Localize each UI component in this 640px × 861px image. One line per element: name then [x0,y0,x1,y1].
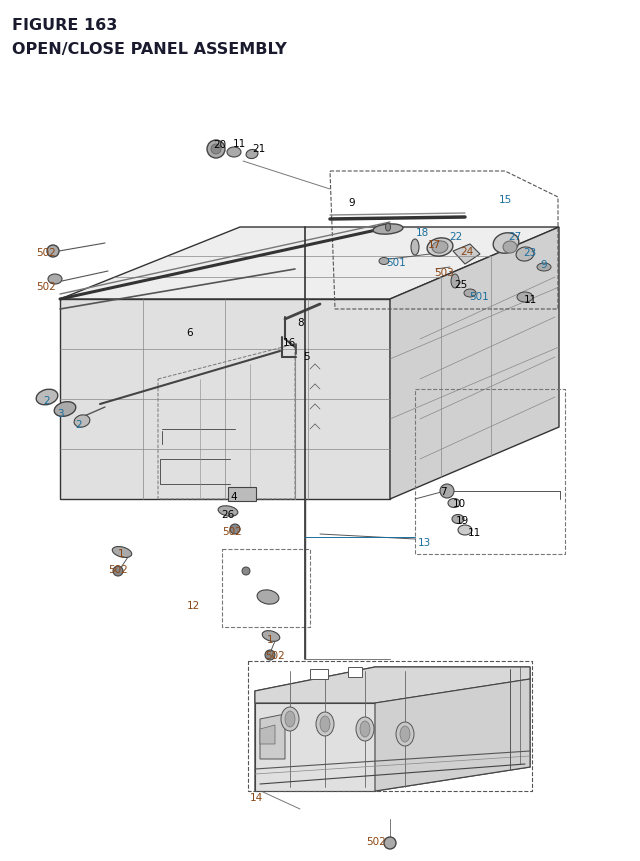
Text: 15: 15 [499,195,512,205]
Text: 14: 14 [250,792,263,802]
Ellipse shape [427,238,453,257]
Text: 26: 26 [221,510,234,519]
Ellipse shape [373,225,403,235]
Text: 27: 27 [508,232,521,242]
Text: 502: 502 [36,282,56,292]
Polygon shape [453,245,480,264]
Text: 10: 10 [453,499,466,508]
Polygon shape [260,725,275,744]
Text: 23: 23 [523,248,536,257]
Text: 2: 2 [43,395,50,406]
Polygon shape [260,714,285,759]
Text: 502: 502 [265,650,285,660]
Text: 4: 4 [230,492,237,501]
Text: 13: 13 [418,537,431,548]
Text: 6: 6 [186,328,193,338]
Ellipse shape [320,716,330,732]
Ellipse shape [432,242,448,254]
Polygon shape [390,228,559,499]
Bar [310,669,328,679]
Circle shape [211,145,221,155]
Polygon shape [255,667,530,791]
Text: 1: 1 [267,635,274,644]
Ellipse shape [493,233,519,254]
Text: 17: 17 [428,239,441,250]
Polygon shape [255,667,530,703]
Text: 502: 502 [366,836,386,846]
Circle shape [113,567,123,576]
Text: 9: 9 [540,260,547,269]
Ellipse shape [451,275,459,288]
Text: 502: 502 [108,564,128,574]
Text: 11: 11 [233,139,246,149]
Text: 18: 18 [416,228,429,238]
Text: 16: 16 [283,338,296,348]
Circle shape [265,650,275,660]
Ellipse shape [285,711,295,728]
Text: 20: 20 [213,139,226,150]
Ellipse shape [257,590,279,604]
Ellipse shape [400,726,410,742]
Text: 5: 5 [303,351,310,362]
Text: 501: 501 [469,292,489,301]
Ellipse shape [54,402,76,417]
Ellipse shape [396,722,414,746]
Polygon shape [60,300,390,499]
Text: 501: 501 [386,257,406,268]
Text: 22: 22 [449,232,462,242]
Text: 8: 8 [297,318,303,328]
Text: 2: 2 [75,419,82,430]
Text: OPEN/CLOSE PANEL ASSEMBLY: OPEN/CLOSE PANEL ASSEMBLY [12,42,287,57]
Ellipse shape [360,722,370,737]
Ellipse shape [379,258,389,265]
Polygon shape [375,679,530,791]
Circle shape [230,524,240,535]
Text: 503: 503 [434,268,454,278]
Ellipse shape [36,390,58,406]
Text: FIGURE 163: FIGURE 163 [12,18,117,33]
Circle shape [384,837,396,849]
Ellipse shape [218,506,238,517]
Polygon shape [255,703,375,791]
Text: 1: 1 [118,548,125,558]
Circle shape [207,141,225,158]
Ellipse shape [458,525,472,536]
Text: 11: 11 [468,528,481,537]
Circle shape [440,485,454,499]
Text: 25: 25 [454,280,467,289]
Text: 7: 7 [440,486,447,497]
Ellipse shape [452,515,464,523]
Text: 21: 21 [252,144,265,154]
Text: 502: 502 [36,248,56,257]
Ellipse shape [411,239,419,256]
Text: 502: 502 [222,526,242,536]
Ellipse shape [537,263,551,272]
Ellipse shape [464,289,476,298]
Ellipse shape [448,499,460,508]
Text: 9: 9 [348,198,355,208]
Bar [228,487,256,501]
Text: 19: 19 [456,516,469,525]
Text: 12: 12 [187,600,200,610]
Polygon shape [60,228,559,300]
Bar [348,667,362,678]
Ellipse shape [227,148,241,158]
Circle shape [242,567,250,575]
Ellipse shape [517,293,533,303]
Text: 24: 24 [460,247,473,257]
Ellipse shape [503,242,517,254]
Ellipse shape [262,631,280,641]
Text: 11: 11 [524,294,537,305]
Ellipse shape [385,224,390,232]
Ellipse shape [316,712,334,736]
Ellipse shape [112,547,132,558]
Ellipse shape [516,248,534,262]
Ellipse shape [74,415,90,428]
Circle shape [47,245,59,257]
Ellipse shape [246,151,258,159]
Ellipse shape [356,717,374,741]
Ellipse shape [281,707,299,731]
Ellipse shape [48,275,62,285]
Text: 3: 3 [57,408,63,418]
